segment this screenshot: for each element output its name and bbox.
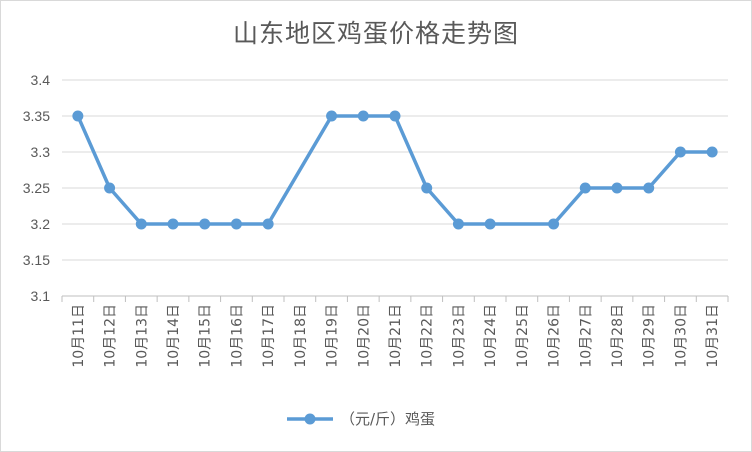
data-point — [326, 110, 338, 122]
data-point — [389, 110, 401, 122]
x-tick-label: 10月25日 — [515, 304, 531, 368]
x-tick-label: 10月24日 — [483, 304, 499, 368]
x-axis: 10月11日 10月12日 10月13日 10月14日 10月15日 10月16日 10月1… — [61, 295, 729, 368]
data-point — [72, 110, 84, 122]
data-point — [262, 218, 274, 230]
y-axis-ticks: 3.1 3.15 3.2 3.25 3.3 3.35 3.4 — [23, 72, 50, 304]
series-line-path — [76, 114, 714, 226]
y-tick-label: 3.25 — [23, 180, 50, 196]
x-tick-label: 10月18日 — [293, 304, 309, 368]
data-point — [484, 218, 496, 230]
y-tick-label: 3.35 — [23, 108, 50, 124]
x-tick-label: 10月30日 — [673, 304, 689, 368]
data-point — [452, 218, 464, 230]
x-tick-label: 10月22日 — [420, 304, 436, 368]
x-tick-label: 10月15日 — [198, 304, 214, 368]
data-point — [357, 110, 369, 122]
y-tick-label: 3.1 — [31, 288, 51, 304]
data-point — [421, 182, 433, 194]
x-tick-label: 10月31日 — [705, 304, 721, 368]
y-tick-label: 3.4 — [31, 72, 51, 88]
x-tick-label: 10月27日 — [578, 304, 594, 368]
data-point — [135, 218, 147, 230]
chart-title: 山东地区鸡蛋价格走势图 — [232, 19, 519, 48]
data-points — [72, 110, 718, 230]
data-point — [579, 182, 591, 194]
x-tick-label: 10月17日 — [261, 304, 277, 368]
legend-label: （元/斤）鸡蛋 — [340, 410, 435, 428]
data-point — [611, 182, 623, 194]
data-point — [199, 218, 211, 230]
x-tick-label: 10月29日 — [642, 304, 658, 368]
x-tick-label: 10月21日 — [388, 304, 404, 368]
x-tick-label: 10月12日 — [103, 304, 119, 368]
y-tick-label: 3.2 — [31, 216, 51, 232]
gridlines — [62, 79, 728, 261]
data-point — [167, 218, 179, 230]
y-tick-label: 3.3 — [31, 144, 51, 160]
data-point — [643, 182, 655, 194]
data-point — [230, 218, 242, 230]
x-tick-label: 10月23日 — [451, 304, 467, 368]
x-tick-label: 10月11日 — [71, 304, 87, 368]
x-tick-label: 10月19日 — [325, 304, 341, 368]
x-tick-label: 10月13日 — [134, 304, 150, 368]
x-tick-label: 10月16日 — [229, 304, 245, 368]
data-point — [104, 182, 116, 194]
x-tick-label: 10月28日 — [610, 304, 626, 368]
legend: （元/斤）鸡蛋 — [287, 410, 435, 428]
data-point — [674, 146, 686, 158]
x-tick-label: 10月20日 — [356, 304, 372, 368]
data-point — [548, 218, 560, 230]
series-line — [76, 114, 714, 226]
data-point — [706, 146, 718, 158]
y-tick-label: 3.15 — [23, 252, 50, 268]
x-tick-label: 10月26日 — [547, 304, 563, 368]
x-tick-label: 10月14日 — [166, 304, 182, 368]
legend-marker — [304, 413, 316, 425]
